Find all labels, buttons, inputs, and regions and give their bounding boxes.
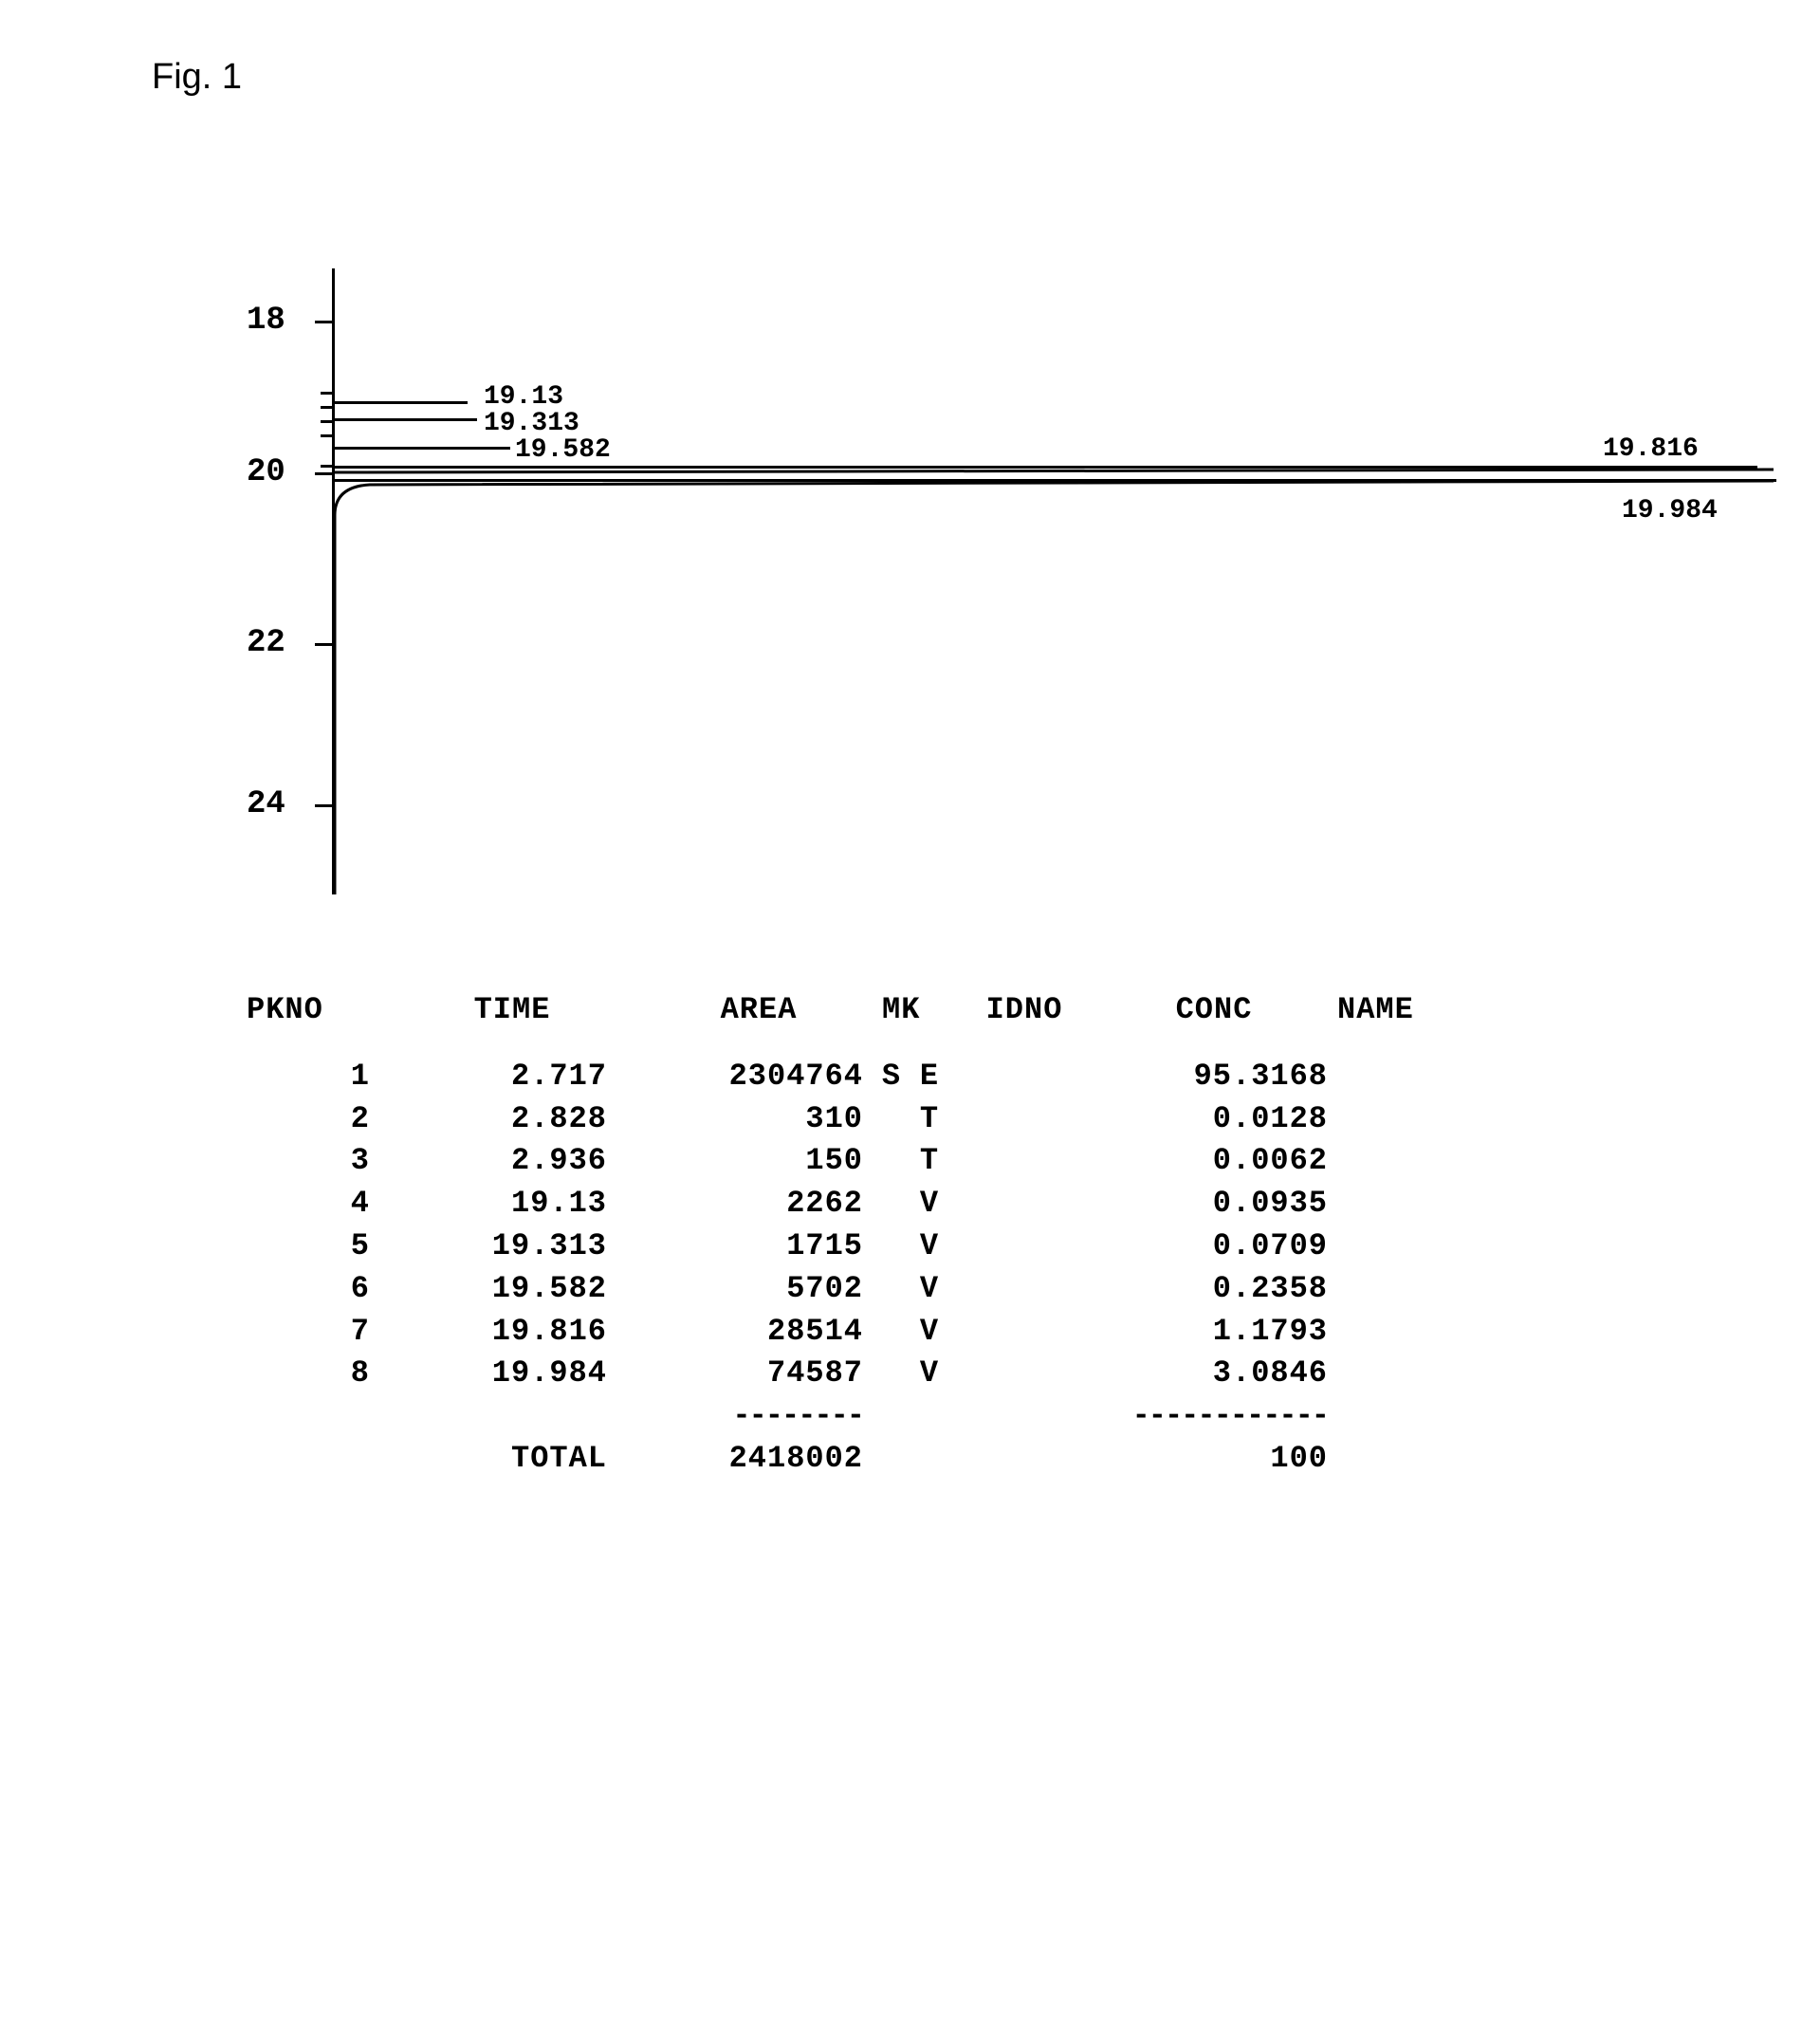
- cell-conc: 95.3168: [1081, 1056, 1385, 1098]
- table-row: 32.936150 T 0.0062: [237, 1140, 1725, 1183]
- cell-area: 5702: [635, 1268, 873, 1311]
- cell-time: 2.828: [398, 1098, 635, 1141]
- cell-mk2: E: [910, 1056, 948, 1098]
- cell-area: 310: [635, 1098, 873, 1141]
- cell-mk2: T: [910, 1140, 948, 1183]
- cell-idno: [948, 1353, 1081, 1395]
- cell-time: 2.717: [398, 1056, 635, 1098]
- cell-pkno: 1: [237, 1056, 398, 1098]
- cell-pkno: 2: [237, 1098, 398, 1141]
- cell-area: 2304764: [635, 1056, 873, 1098]
- table-header: PKNO TIME AREA MK IDNO CONC NAME: [237, 989, 1725, 1032]
- cell-name: [1385, 1353, 1555, 1395]
- figure-label: Fig. 1: [152, 57, 1725, 98]
- cell-idno: [948, 1311, 1081, 1354]
- cell-conc: 0.0062: [1081, 1140, 1385, 1183]
- peak-table: PKNO TIME AREA MK IDNO CONC NAME 12.7172…: [237, 989, 1725, 1481]
- table-row: 619.5825702 V 0.2358: [237, 1268, 1725, 1311]
- cell-idno: [948, 1056, 1081, 1098]
- cell-pkno: 6: [237, 1268, 398, 1311]
- header-idno: IDNO: [958, 989, 1091, 1032]
- cell-conc: 3.0846: [1081, 1353, 1385, 1395]
- header-name: NAME: [1337, 989, 1508, 1032]
- table-row: 22.828310 T 0.0128: [237, 1098, 1725, 1141]
- cell-mk1: [873, 1311, 910, 1354]
- table-row: 719.81628514 V 1.1793: [237, 1311, 1725, 1354]
- cell-mk2: V: [910, 1268, 948, 1311]
- cell-mk2: V: [910, 1353, 948, 1395]
- table-row: 419.132262 V 0.0935: [237, 1183, 1725, 1225]
- cell-name: [1385, 1140, 1555, 1183]
- header-mk-spacer: [920, 989, 958, 1032]
- baseline-curve: [237, 268, 1802, 913]
- cell-time: 2.936: [398, 1140, 635, 1183]
- cell-idno: [948, 1225, 1081, 1268]
- total-area: 2418002: [635, 1438, 873, 1481]
- cell-mk2: V: [910, 1225, 948, 1268]
- chromatogram-chart: 18202224 19.1319.31319.58219.81619.984: [237, 268, 1725, 913]
- table-dash-row: -------- ------------: [237, 1395, 1725, 1438]
- header-time: TIME: [408, 989, 645, 1032]
- cell-mk1: S: [873, 1056, 910, 1098]
- cell-time: 19.13: [398, 1183, 635, 1225]
- cell-mk2: V: [910, 1183, 948, 1225]
- cell-mk2: V: [910, 1311, 948, 1354]
- cell-pkno: 3: [237, 1140, 398, 1183]
- cell-idno: [948, 1140, 1081, 1183]
- header-pkno: PKNO: [237, 989, 408, 1032]
- cell-mk1: [873, 1183, 910, 1225]
- cell-conc: 0.0128: [1081, 1098, 1385, 1141]
- cell-conc: 0.2358: [1081, 1268, 1385, 1311]
- cell-conc: 1.1793: [1081, 1311, 1385, 1354]
- dash-area: --------: [635, 1395, 873, 1438]
- cell-conc: 0.0709: [1081, 1225, 1385, 1268]
- cell-time: 19.816: [398, 1311, 635, 1354]
- cell-name: [1385, 1098, 1555, 1141]
- cell-pkno: 4: [237, 1183, 398, 1225]
- cell-mk2: T: [910, 1098, 948, 1141]
- cell-pkno: 7: [237, 1311, 398, 1354]
- cell-time: 19.984: [398, 1353, 635, 1395]
- cell-idno: [948, 1098, 1081, 1141]
- header-area: AREA: [645, 989, 882, 1032]
- cell-name: [1385, 1056, 1555, 1098]
- cell-conc: 0.0935: [1081, 1183, 1385, 1225]
- cell-time: 19.313: [398, 1225, 635, 1268]
- cell-idno: [948, 1183, 1081, 1225]
- table-row: 12.7172304764SE 95.3168: [237, 1056, 1725, 1098]
- cell-name: [1385, 1311, 1555, 1354]
- dash-conc: ------------: [1081, 1395, 1385, 1438]
- cell-pkno: 8: [237, 1353, 398, 1395]
- cell-name: [1385, 1225, 1555, 1268]
- cell-area: 28514: [635, 1311, 873, 1354]
- cell-mk1: [873, 1353, 910, 1395]
- cell-area: 150: [635, 1140, 873, 1183]
- cell-area: 2262: [635, 1183, 873, 1225]
- cell-idno: [948, 1268, 1081, 1311]
- cell-mk1: [873, 1268, 910, 1311]
- cell-name: [1385, 1268, 1555, 1311]
- header-conc: CONC: [1091, 989, 1337, 1032]
- cell-mk1: [873, 1140, 910, 1183]
- table-row: 819.98474587 V 3.0846: [237, 1353, 1725, 1395]
- cell-area: 1715: [635, 1225, 873, 1268]
- header-mk: MK: [882, 989, 920, 1032]
- cell-time: 19.582: [398, 1268, 635, 1311]
- cell-name: [1385, 1183, 1555, 1225]
- cell-mk1: [873, 1225, 910, 1268]
- total-conc: 100: [1081, 1438, 1385, 1481]
- cell-mk1: [873, 1098, 910, 1141]
- cell-pkno: 5: [237, 1225, 398, 1268]
- cell-area: 74587: [635, 1353, 873, 1395]
- total-label: TOTAL: [398, 1438, 635, 1481]
- table-total-row: TOTAL 2418002 100: [237, 1438, 1725, 1481]
- table-row: 519.3131715 V 0.0709: [237, 1225, 1725, 1268]
